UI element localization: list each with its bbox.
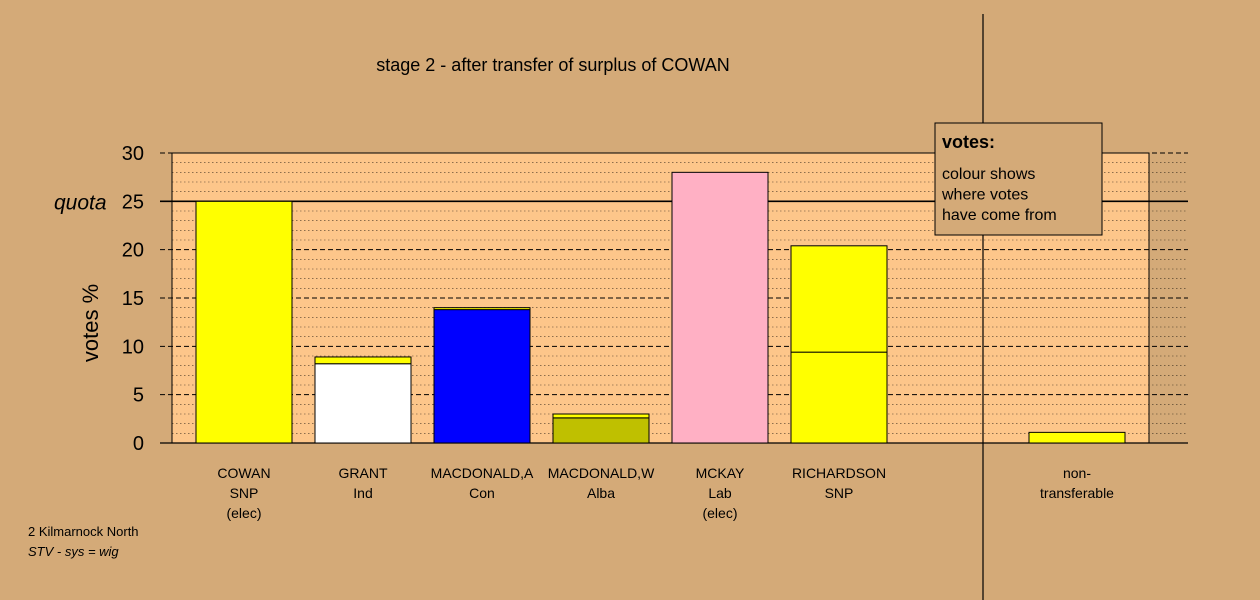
y-tick-label: 5 xyxy=(133,385,144,407)
bar-segment xyxy=(433,307,531,311)
bar-segment xyxy=(1028,431,1126,444)
bar-segment xyxy=(552,413,650,419)
x-category-label: COWAN xyxy=(217,465,270,481)
x-category-label: transferable xyxy=(1040,485,1114,501)
legend-text: where votes xyxy=(941,187,1028,204)
bar-segment xyxy=(314,356,412,365)
x-category-label: MACDONALD,A xyxy=(431,465,534,481)
x-category-label: SNP xyxy=(230,485,259,501)
x-category-label: non- xyxy=(1063,465,1091,481)
x-category-label: SNP xyxy=(825,485,854,501)
legend-text: colour shows xyxy=(942,166,1035,183)
bar-segment xyxy=(195,200,293,444)
y-tick-label: 20 xyxy=(122,240,144,262)
y-tick-label: 15 xyxy=(122,288,144,310)
x-category-label: Lab xyxy=(708,485,732,501)
bar-segment xyxy=(314,363,412,444)
bar-segment xyxy=(552,417,650,444)
bar-segment xyxy=(433,309,531,444)
y-tick-label: 0 xyxy=(133,433,144,455)
x-category-label: GRANT xyxy=(339,465,388,481)
x-category-label: (elec) xyxy=(226,505,261,521)
footer-constituency: 2 Kilmarnock North xyxy=(28,524,139,539)
x-category-label: MCKAY xyxy=(696,465,745,481)
y-tick-label: 30 xyxy=(122,143,144,165)
bar-segment xyxy=(790,351,888,444)
y-tick-label: 25 xyxy=(122,191,144,213)
bar-segment xyxy=(790,245,888,353)
x-category-label: Con xyxy=(469,485,495,501)
footer-system: STV - sys = wig xyxy=(28,544,119,559)
x-category-label: Ind xyxy=(353,485,372,501)
legend-text: have come from xyxy=(942,207,1057,224)
bar-segment xyxy=(671,171,769,444)
y-axis-label: votes % xyxy=(78,284,103,362)
x-category-label: RICHARDSON xyxy=(792,465,886,481)
y-tick-label: 10 xyxy=(122,336,144,358)
quota-label: quota xyxy=(54,191,107,214)
x-category-label: (elec) xyxy=(702,505,737,521)
legend-title: votes: xyxy=(942,132,995,152)
x-category-label: MACDONALD,W xyxy=(548,465,655,481)
legend-box xyxy=(934,122,1103,236)
x-category-label: Alba xyxy=(587,485,615,501)
chart-title: stage 2 - after transfer of surplus of C… xyxy=(376,55,729,75)
